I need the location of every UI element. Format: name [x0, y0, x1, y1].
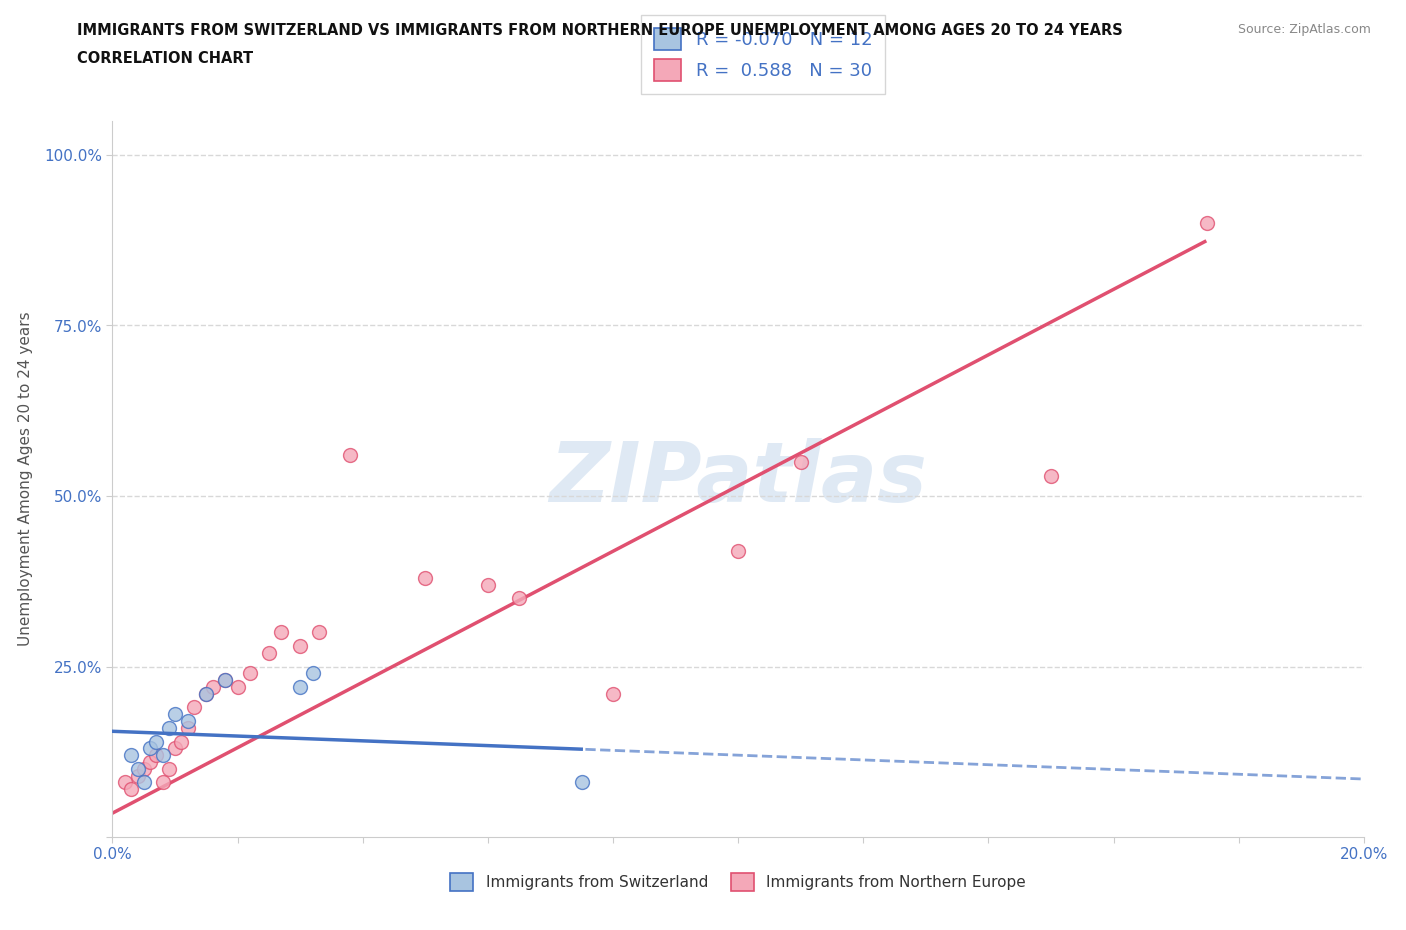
Point	[214, 672, 236, 687]
Point	[571, 775, 593, 790]
Point	[270, 625, 292, 640]
Point	[290, 639, 312, 654]
Point	[195, 686, 218, 701]
Point	[127, 762, 149, 777]
Point	[152, 748, 174, 763]
Point	[139, 741, 162, 756]
Point	[1039, 468, 1063, 483]
Legend: Immigrants from Switzerland, Immigrants from Northern Europe: Immigrants from Switzerland, Immigrants …	[444, 867, 1032, 897]
Point	[120, 782, 142, 797]
Point	[163, 707, 186, 722]
Point	[790, 455, 813, 470]
Point	[214, 672, 236, 687]
Point	[127, 768, 149, 783]
Point	[508, 591, 530, 605]
Point	[301, 666, 323, 681]
Point	[157, 762, 180, 777]
Y-axis label: Unemployment Among Ages 20 to 24 years: Unemployment Among Ages 20 to 24 years	[18, 312, 32, 646]
Point	[415, 570, 437, 585]
Point	[477, 578, 499, 592]
Point	[157, 721, 180, 736]
Point	[145, 734, 167, 749]
Point	[183, 700, 205, 715]
Text: ZIPatlas: ZIPatlas	[550, 438, 927, 520]
Point	[727, 543, 749, 558]
Point	[152, 775, 174, 790]
Text: IMMIGRANTS FROM SWITZERLAND VS IMMIGRANTS FROM NORTHERN EUROPE UNEMPLOYMENT AMON: IMMIGRANTS FROM SWITZERLAND VS IMMIGRANT…	[77, 23, 1123, 38]
Point	[239, 666, 262, 681]
Point	[120, 748, 142, 763]
Point	[195, 686, 218, 701]
Point	[145, 748, 167, 763]
Point	[1197, 216, 1219, 231]
Point	[139, 754, 162, 769]
Point	[170, 734, 193, 749]
Point	[132, 762, 155, 777]
Text: CORRELATION CHART: CORRELATION CHART	[77, 51, 253, 66]
Point	[226, 680, 249, 695]
Point	[132, 775, 155, 790]
Point	[257, 645, 280, 660]
Point	[176, 713, 198, 728]
Point	[290, 680, 312, 695]
Point	[176, 721, 198, 736]
Point	[602, 686, 624, 701]
Point	[308, 625, 330, 640]
Point	[201, 680, 224, 695]
Point	[163, 741, 186, 756]
Text: Source: ZipAtlas.com: Source: ZipAtlas.com	[1237, 23, 1371, 36]
Point	[114, 775, 136, 790]
Point	[339, 447, 361, 462]
